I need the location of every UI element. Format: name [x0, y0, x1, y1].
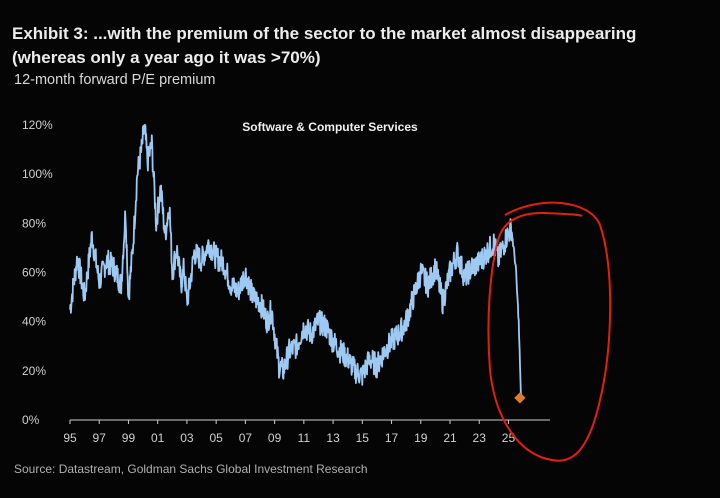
x-tick-label: 21 — [443, 431, 457, 445]
y-tick-label: 80% — [22, 216, 46, 230]
y-tick-label: 0% — [22, 413, 40, 427]
x-tick-label: 95 — [63, 431, 77, 445]
y-tick-label: 20% — [22, 364, 46, 378]
x-tick-label: 99 — [122, 431, 136, 445]
y-tick-label: 100% — [22, 167, 53, 181]
x-tick-label: 09 — [268, 431, 282, 445]
x-tick-label: 25 — [502, 431, 516, 445]
series-label: Software & Computer Services — [242, 120, 418, 134]
x-axis: 95 97 99 01 03 05 07 09 11 13 15 17 19 21 23 25 — [63, 419, 550, 445]
exhibit-title: Exhibit 3: ...with the premium of the se… — [12, 24, 637, 67]
x-tick-label: 13 — [326, 431, 340, 445]
x-tick-label: 23 — [473, 431, 487, 445]
x-tick-label: 97 — [93, 431, 107, 445]
x-tick-label: 03 — [180, 431, 194, 445]
x-tick-label: 11 — [298, 431, 311, 445]
last-value-marker — [514, 392, 526, 404]
x-tick-label: 15 — [356, 431, 370, 445]
y-tick-label: 40% — [22, 315, 46, 329]
x-tick-label: 17 — [385, 431, 399, 445]
y-axis: 0% 20% 40% 60% 80% 100% 120% — [22, 118, 53, 427]
chart-subtitle: 12-month forward P/E premium — [14, 72, 216, 88]
source-note: Source: Datastream, Goldman Sachs Global… — [14, 462, 368, 476]
x-tick-label: 07 — [239, 431, 253, 445]
y-tick-label: 120% — [22, 118, 53, 132]
hand-drawn-circle-annotation — [487, 201, 612, 462]
x-tick-label: 19 — [414, 431, 428, 445]
x-tick-label: 05 — [209, 431, 223, 445]
y-tick-label: 60% — [22, 266, 46, 280]
x-tick-label: 01 — [151, 431, 165, 445]
series-line-software — [69, 124, 522, 396]
